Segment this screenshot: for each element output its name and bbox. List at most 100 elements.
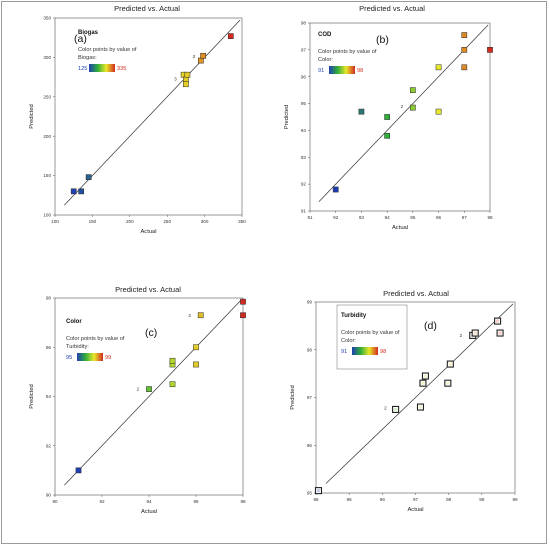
- data-point: [487, 47, 493, 53]
- y-tick-label: 93: [301, 155, 307, 160]
- x-tick-label: 98: [446, 497, 452, 502]
- y-tick-label: 97: [301, 47, 307, 52]
- legend-response-name: Biogas: [78, 30, 99, 36]
- y-axis-label: Predicted: [290, 385, 296, 410]
- y-tick-label: 200: [43, 134, 51, 139]
- y-tick-label: 96: [307, 443, 313, 448]
- data-point: [435, 108, 442, 115]
- y-tick-label: 92: [46, 443, 52, 448]
- data-point: [240, 312, 246, 319]
- panel-label: (a): [74, 33, 87, 45]
- point-count-label: 2: [137, 387, 140, 392]
- legend-max-value: 98: [380, 349, 386, 355]
- panel-label: (c): [145, 327, 157, 339]
- data-point: [461, 32, 468, 38]
- data-point: [183, 81, 189, 88]
- y-tick-label: 94: [301, 128, 307, 133]
- data-point: [184, 71, 191, 78]
- x-tick-label: 94: [146, 499, 152, 504]
- data-point-fill: [473, 331, 477, 335]
- data-point: [471, 329, 479, 337]
- x-tick-label: 92: [333, 215, 339, 220]
- y-axis-label: Predicted: [284, 105, 290, 130]
- data-point: [332, 186, 339, 193]
- y-tick-label: 350: [43, 16, 51, 21]
- legend-min-value: 95: [66, 355, 72, 361]
- y-tick-label: 96: [301, 74, 307, 79]
- point-count-label: 2: [460, 333, 463, 338]
- fit-line: [325, 303, 514, 484]
- x-axis-label: Actual: [407, 507, 423, 513]
- data-point: [461, 47, 468, 53]
- x-tick-label: 100: [51, 219, 59, 224]
- y-tick-label: 96: [46, 345, 52, 350]
- data-point: [494, 317, 502, 325]
- y-tick-label: 95: [301, 101, 307, 106]
- y-tick-label: 100: [43, 213, 51, 218]
- legend-variable: Biogas:: [78, 55, 97, 61]
- y-tick-label: 250: [43, 94, 51, 99]
- data-point: [198, 57, 204, 64]
- fit-line: [64, 299, 242, 486]
- color-ramp: [352, 347, 378, 355]
- point-count-label: 3: [188, 313, 191, 318]
- chart-panel-2: Predicted vs. Actual 91 92 93 94 95 96 97 98 91 92…: [284, 4, 493, 231]
- y-tick-label: 99: [307, 300, 313, 305]
- x-tick-label: 93: [359, 215, 365, 220]
- legend-box: [336, 304, 408, 370]
- plot-area: [54, 17, 243, 216]
- data-point: [183, 76, 189, 83]
- point-count-label: 2: [193, 54, 196, 59]
- y-tick-label: 300: [43, 55, 51, 60]
- x-tick-label: 91: [307, 215, 313, 220]
- data-point: [197, 312, 204, 319]
- legend-caption: Color points by value of: [66, 336, 125, 342]
- data-point: [384, 132, 390, 139]
- x-tick-label: 95: [313, 497, 319, 502]
- y-tick-label: 91: [301, 209, 307, 214]
- data-point: [70, 188, 77, 195]
- x-tick-label: 98: [487, 215, 493, 220]
- chart-title: Predicted vs. Actual: [114, 4, 180, 13]
- legend-variable: Color:: [318, 57, 333, 63]
- y-axis-label: Predicted: [29, 384, 35, 409]
- data-point-fill: [423, 374, 428, 378]
- x-tick-label: 97: [462, 215, 468, 220]
- legend-caption: Color points by value of: [341, 330, 400, 336]
- y-tick-label: 98: [46, 296, 52, 301]
- data-point-fill: [421, 381, 425, 385]
- data-point-fill: [448, 362, 452, 366]
- x-tick-label: 250: [163, 219, 171, 224]
- fit-line: [64, 19, 241, 206]
- legend-min-value: 125: [78, 66, 87, 72]
- x-tick-label: 96: [380, 497, 386, 502]
- x-tick-label: 200: [126, 219, 134, 224]
- legend-variable: Turbidity:: [66, 344, 89, 350]
- data-point: [410, 87, 416, 93]
- y-tick-label: 97: [307, 395, 313, 400]
- legend-max-value: 99: [105, 355, 111, 361]
- chart-title: Predicted vs. Actual: [359, 4, 425, 13]
- x-tick-label: 150: [89, 219, 97, 224]
- legend-max-value: 98: [357, 68, 363, 74]
- legend-caption: Color points by value of: [318, 49, 377, 55]
- point-count-label: 2: [384, 406, 387, 411]
- x-tick-label: 90: [52, 499, 58, 504]
- y-tick-label: 92: [301, 182, 307, 187]
- x-tick-label: 98: [240, 499, 246, 504]
- legend-caption: Color points by value of: [78, 47, 137, 53]
- data-point: [419, 379, 427, 387]
- point-count-label: 2: [401, 104, 404, 109]
- legend-max-value: 335: [117, 66, 126, 72]
- data-point: [193, 361, 199, 368]
- y-tick-label: 98: [307, 347, 313, 352]
- color-ramp: [89, 64, 115, 72]
- x-tick-label: 95: [410, 215, 416, 220]
- data-point: [85, 174, 92, 181]
- x-tick-label: 300: [201, 219, 209, 224]
- data-point: [227, 33, 234, 39]
- data-point: [410, 104, 416, 111]
- x-tick-label: 99: [512, 497, 518, 502]
- data-point: [314, 487, 323, 495]
- color-ramp: [329, 66, 355, 74]
